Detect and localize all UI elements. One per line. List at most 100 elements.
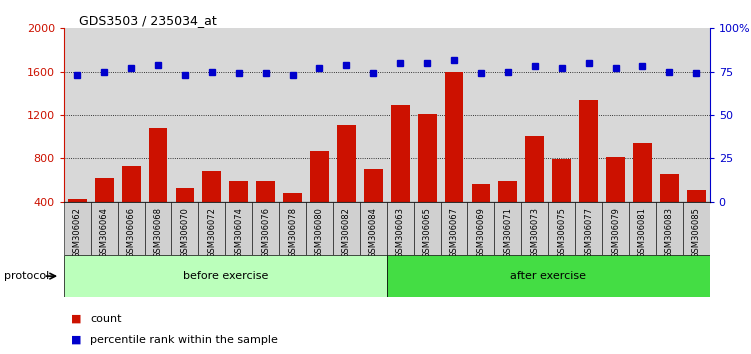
- Text: GSM306081: GSM306081: [638, 207, 647, 258]
- Bar: [225, 28, 252, 202]
- Bar: [144, 28, 171, 202]
- Bar: [441, 28, 467, 202]
- Text: GSM306067: GSM306067: [450, 207, 459, 258]
- Bar: [445, 72, 463, 245]
- Bar: [333, 28, 360, 202]
- Text: GSM306071: GSM306071: [503, 207, 512, 258]
- Text: GSM306062: GSM306062: [73, 207, 82, 258]
- Text: GSM306077: GSM306077: [584, 207, 593, 258]
- Bar: [472, 184, 490, 245]
- Bar: [575, 202, 602, 255]
- Text: GSM306079: GSM306079: [611, 207, 620, 258]
- Text: GSM306076: GSM306076: [261, 207, 270, 258]
- Bar: [629, 28, 656, 202]
- Bar: [633, 143, 652, 245]
- Bar: [91, 202, 118, 255]
- Bar: [203, 171, 222, 245]
- Text: before exercise: before exercise: [182, 271, 268, 281]
- Bar: [548, 202, 575, 255]
- Bar: [64, 255, 387, 297]
- Bar: [360, 28, 387, 202]
- Text: GSM306075: GSM306075: [557, 207, 566, 258]
- Bar: [68, 199, 86, 245]
- Text: GSM306068: GSM306068: [153, 207, 162, 258]
- Bar: [418, 114, 436, 245]
- Text: GSM306083: GSM306083: [665, 207, 674, 258]
- Bar: [176, 188, 195, 245]
- Bar: [656, 202, 683, 255]
- Bar: [494, 28, 521, 202]
- Bar: [171, 202, 198, 255]
- Text: GSM306063: GSM306063: [396, 207, 405, 258]
- Text: GSM306072: GSM306072: [207, 207, 216, 258]
- Bar: [279, 202, 306, 255]
- Text: ■: ■: [71, 314, 82, 324]
- Bar: [283, 193, 302, 245]
- Bar: [256, 181, 275, 245]
- Bar: [198, 202, 225, 255]
- Bar: [552, 160, 571, 245]
- Bar: [629, 202, 656, 255]
- Text: GSM306084: GSM306084: [369, 207, 378, 258]
- Bar: [494, 202, 521, 255]
- Bar: [364, 169, 383, 245]
- Bar: [660, 173, 679, 245]
- Bar: [579, 100, 598, 245]
- Bar: [171, 28, 198, 202]
- Bar: [602, 28, 629, 202]
- Text: GSM306085: GSM306085: [692, 207, 701, 258]
- Bar: [64, 202, 91, 255]
- Text: count: count: [90, 314, 122, 324]
- Bar: [225, 202, 252, 255]
- Text: after exercise: after exercise: [510, 271, 587, 281]
- Bar: [337, 125, 356, 245]
- Text: ■: ■: [71, 335, 82, 345]
- Bar: [441, 202, 467, 255]
- Bar: [656, 28, 683, 202]
- Text: GSM306070: GSM306070: [180, 207, 189, 258]
- Bar: [333, 202, 360, 255]
- Bar: [144, 202, 171, 255]
- Bar: [414, 28, 441, 202]
- Bar: [306, 202, 333, 255]
- Bar: [252, 202, 279, 255]
- Bar: [387, 202, 414, 255]
- Bar: [122, 166, 140, 245]
- Bar: [91, 28, 118, 202]
- Bar: [118, 202, 144, 255]
- Bar: [64, 28, 91, 202]
- Text: GSM306080: GSM306080: [315, 207, 324, 258]
- Bar: [521, 202, 548, 255]
- Text: GSM306078: GSM306078: [288, 207, 297, 258]
- Bar: [149, 128, 167, 245]
- Bar: [521, 28, 548, 202]
- Bar: [391, 105, 409, 245]
- Bar: [548, 28, 575, 202]
- Text: protocol: protocol: [4, 271, 49, 281]
- Bar: [687, 190, 706, 245]
- Text: GSM306073: GSM306073: [530, 207, 539, 258]
- Bar: [499, 181, 517, 245]
- Bar: [118, 28, 144, 202]
- Bar: [467, 28, 494, 202]
- Text: percentile rank within the sample: percentile rank within the sample: [90, 335, 278, 345]
- Text: GSM306066: GSM306066: [127, 207, 136, 258]
- Text: GSM306069: GSM306069: [476, 207, 485, 258]
- Bar: [467, 202, 494, 255]
- Bar: [387, 255, 710, 297]
- Bar: [683, 28, 710, 202]
- Bar: [526, 136, 544, 245]
- Bar: [387, 28, 414, 202]
- Text: GSM306074: GSM306074: [234, 207, 243, 258]
- Bar: [279, 28, 306, 202]
- Bar: [306, 28, 333, 202]
- Text: GSM306064: GSM306064: [100, 207, 109, 258]
- Bar: [95, 178, 113, 245]
- Bar: [229, 181, 248, 245]
- Bar: [683, 202, 710, 255]
- Text: GSM306082: GSM306082: [342, 207, 351, 258]
- Bar: [575, 28, 602, 202]
- Text: GDS3503 / 235034_at: GDS3503 / 235034_at: [79, 14, 216, 27]
- Bar: [360, 202, 387, 255]
- Text: GSM306065: GSM306065: [423, 207, 432, 258]
